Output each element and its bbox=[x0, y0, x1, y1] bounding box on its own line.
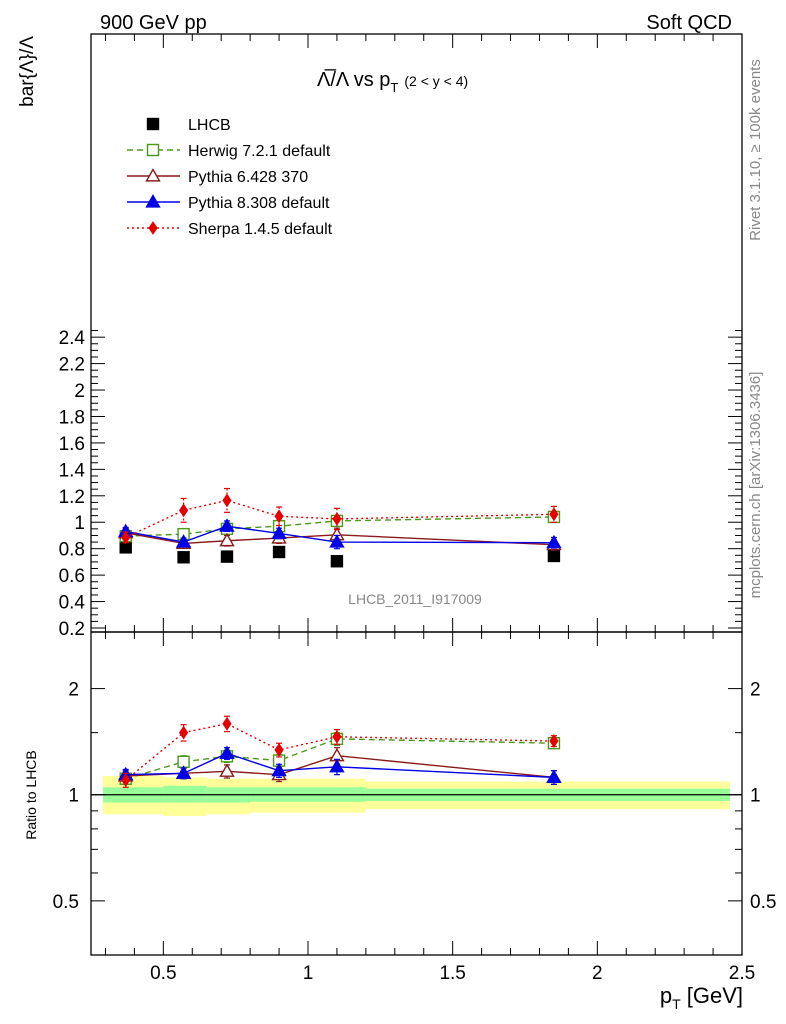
legend-marker bbox=[145, 168, 161, 182]
ratio-line-2 bbox=[125, 752, 554, 779]
main-ytick-label: 2.4 bbox=[59, 328, 86, 349]
header-right: Soft QCD bbox=[646, 12, 732, 34]
main-ytick-label: 1.8 bbox=[59, 407, 85, 428]
xtick-label: 0.5 bbox=[150, 963, 176, 984]
legend-entry-sherpa-1-4-5-default: Sherpa 1.4.5 default bbox=[127, 221, 333, 238]
main-title-range: (2 < y < 4) bbox=[404, 73, 468, 89]
svg-text:pT [GeV]: pT [GeV] bbox=[660, 983, 743, 1012]
ratio-frame bbox=[90, 631, 743, 956]
legend-entry-pythia-8-308-default: Pythia 8.308 default bbox=[127, 194, 330, 212]
header-left: 900 GeV pp bbox=[100, 12, 207, 34]
ratio-series-sherpa-1-4-5-default bbox=[121, 715, 559, 788]
main-ytick-label: 1.6 bbox=[59, 434, 85, 455]
main-point bbox=[272, 545, 286, 559]
ratio-ytick-label-left: 0.5 bbox=[53, 892, 79, 913]
main-point bbox=[175, 534, 192, 548]
ratio-ytick-label-right: 2 bbox=[750, 680, 761, 701]
legend-marker bbox=[146, 117, 160, 131]
main-panel bbox=[118, 487, 562, 568]
analysis-watermark: LHCB_2011_I917009 bbox=[348, 591, 482, 607]
main-point bbox=[549, 507, 559, 522]
main-point bbox=[121, 530, 131, 545]
ratio-ytick-label-right: 0.5 bbox=[750, 892, 776, 913]
main-point bbox=[222, 493, 232, 508]
ratio-line-0 bbox=[125, 738, 554, 780]
main-point bbox=[178, 503, 189, 518]
main-title: Λ̅/Λ vs pT (2 < y < 4) bbox=[317, 68, 468, 95]
ratio-ylabel: Ratio to LHCB bbox=[23, 750, 39, 839]
main-line-3 bbox=[125, 525, 554, 544]
ratio-point bbox=[274, 743, 284, 757]
main-series-pythia-8-308-default bbox=[118, 518, 562, 550]
main-point bbox=[329, 534, 345, 548]
legend-label: Sherpa 1.4.5 default bbox=[188, 221, 333, 238]
ratio-point bbox=[332, 729, 342, 744]
main-ytick-label: 0.2 bbox=[59, 619, 85, 640]
main-line-4 bbox=[125, 499, 554, 539]
main-series-sherpa-1-4-5-default bbox=[121, 487, 559, 545]
legend: LHCB Herwig 7.2.1 default Pythia 6.428 370… bbox=[127, 117, 333, 238]
ratio-point bbox=[219, 745, 235, 759]
ratio-point bbox=[219, 763, 235, 777]
legend-marker bbox=[145, 194, 161, 208]
main-point bbox=[177, 551, 190, 564]
ratio-point bbox=[271, 762, 287, 777]
main-ytick-label: 1.2 bbox=[59, 487, 85, 508]
mcplots-label: mcplots.cern.ch [arXiv:1306.3436] bbox=[747, 372, 764, 599]
xlabel-sub: T bbox=[672, 996, 681, 1012]
ratio-panel bbox=[118, 715, 562, 788]
main-point bbox=[274, 509, 284, 524]
main-point bbox=[219, 532, 235, 547]
ratio-point bbox=[329, 758, 345, 773]
legend-marker bbox=[148, 221, 158, 235]
ratio-point bbox=[549, 734, 559, 748]
legend-entry-herwig-7-2-1-default: Herwig 7.2.1 default bbox=[127, 143, 331, 160]
main-ytick-label: 0.8 bbox=[59, 540, 85, 561]
rivet-label: Rivet 3.1.10, ≥ 100k events bbox=[747, 59, 764, 241]
ratio-point bbox=[175, 765, 192, 779]
ratio-ytick-label-left: 1 bbox=[68, 786, 79, 807]
main-ytick-label: 1.4 bbox=[59, 460, 86, 481]
legend-label: Pythia 6.428 370 bbox=[188, 169, 308, 186]
ratio-reference-bands bbox=[91, 776, 742, 817]
x-axis-label: pT [GeV] bbox=[660, 983, 743, 1012]
svg-text:Λ̅/Λ vs pT(2 < y < 4): Λ̅/Λ vs pT (2 < y < 4) bbox=[317, 68, 468, 95]
main-ytick-label: 2 bbox=[74, 381, 85, 402]
legend-marker bbox=[146, 143, 160, 157]
xtick-label: 2.5 bbox=[729, 963, 755, 984]
main-line-2 bbox=[125, 532, 554, 546]
main-title-sub: T bbox=[390, 80, 398, 95]
xtick-label: 2 bbox=[592, 963, 603, 984]
main-ytick-label: 2.2 bbox=[59, 355, 85, 376]
ratio-point bbox=[546, 769, 562, 783]
main-ylabel: bar{Λ}/Λ bbox=[17, 36, 38, 107]
main-point bbox=[220, 550, 234, 563]
main-title-text: Λ̅/Λ vs p bbox=[317, 68, 390, 91]
xtick-label: 1 bbox=[303, 963, 314, 984]
main-ytick-label: 0.4 bbox=[59, 593, 86, 614]
ratio-point bbox=[178, 725, 189, 740]
legend-label: LHCB bbox=[188, 117, 231, 134]
main-ytick-label: 0.6 bbox=[59, 566, 85, 587]
main-point bbox=[330, 555, 344, 568]
ratio-ytick-label-left: 2 bbox=[68, 680, 79, 701]
xtick-label: 1.5 bbox=[439, 963, 465, 984]
main-point bbox=[332, 512, 342, 526]
ratio-ytick-label-right: 1 bbox=[750, 786, 761, 807]
legend-entry-pythia-6-428-370: Pythia 6.428 370 bbox=[127, 168, 308, 186]
main-point bbox=[271, 525, 287, 540]
main-ytick-label: 1 bbox=[74, 513, 85, 534]
ratio-point bbox=[121, 773, 131, 788]
main-point bbox=[219, 518, 235, 532]
xlabel-unit: [GeV] bbox=[681, 983, 743, 1008]
axes: 0.2 0.4 0.6 0.8 1 1.2 1.4 1.6 1.8 2 2.2 2.4 0.5 0.5 1 1… bbox=[53, 33, 776, 984]
legend-label: Herwig 7.2.1 default bbox=[188, 143, 331, 160]
ratio-point bbox=[222, 716, 232, 731]
legend-entry-lhcb: LHCB bbox=[146, 117, 231, 134]
legend-label: Pythia 8.308 default bbox=[188, 195, 330, 212]
main-point bbox=[546, 534, 562, 549]
main-point bbox=[547, 549, 561, 563]
xlabel-p: p bbox=[660, 983, 672, 1008]
